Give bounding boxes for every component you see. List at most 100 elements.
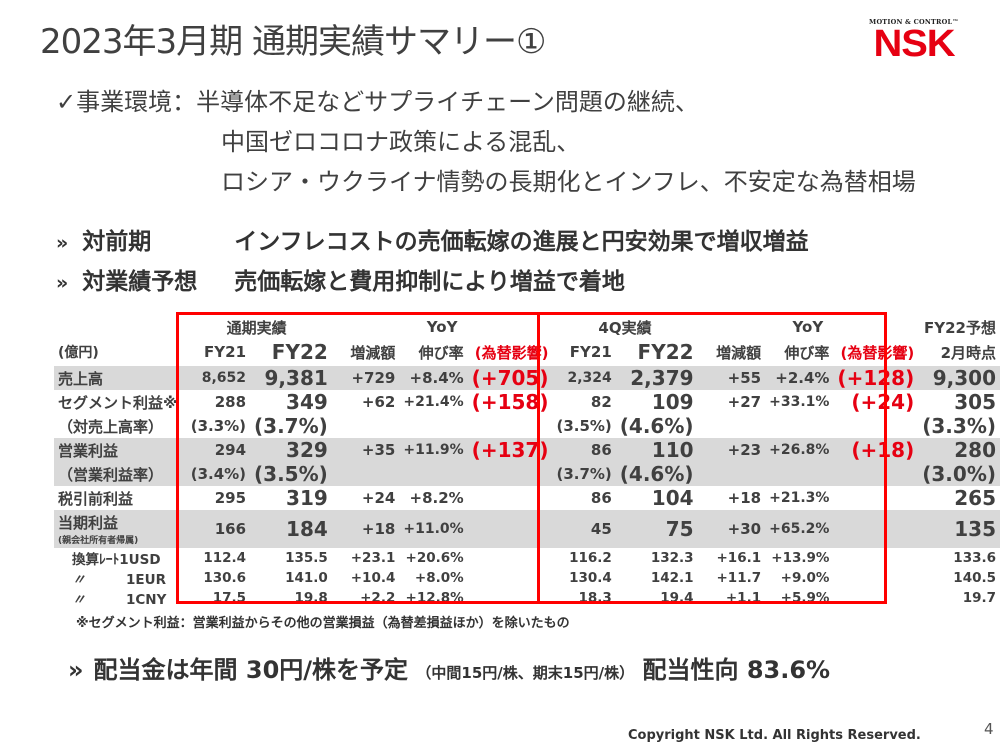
table-row: 税引前利益 295 319 +24 +8.2% 86 104 +18 +21.3… xyxy=(54,486,1000,510)
cell: (3.5%) xyxy=(556,417,612,435)
currency: 1EUR xyxy=(126,572,166,588)
cell: +9.0% xyxy=(780,570,830,586)
cell: (3.7%) xyxy=(254,414,328,438)
cell: +10.4 xyxy=(350,570,396,586)
cell: (3.3%) xyxy=(190,417,247,435)
cell: 130.6 xyxy=(203,570,247,586)
row-label: セグメント利益※ xyxy=(58,393,178,412)
cell: (3.0%) xyxy=(918,462,1000,486)
cell: 116.2 xyxy=(569,550,612,566)
unit-label: (億円) xyxy=(58,345,99,361)
cell: 142.1 xyxy=(650,570,694,586)
cell: (+158) xyxy=(471,390,549,414)
currency: 1CNY xyxy=(126,592,167,608)
page-title: 2023年3月期 通期実績サマリー① xyxy=(40,22,546,62)
cell: 288 xyxy=(214,393,247,411)
ditto-mark: 〃 xyxy=(72,592,86,608)
row-sublabel: (親会社所有者帰属) xyxy=(58,536,139,546)
hdr-q-fy21: FY21 xyxy=(569,343,612,361)
cell: 135 xyxy=(918,510,1000,548)
table-row: 〃 1EUR 130.6 141.0 +10.4 +8.0% 130.4 142.… xyxy=(54,568,1000,588)
hdr-q-growth: 伸び率 xyxy=(784,343,830,362)
hdr-forecast: FY22予想 xyxy=(924,318,996,337)
cell: 294 xyxy=(181,438,251,462)
table-row: （営業利益率） (3.4%) (3.5%) (3.7%) (4.6%) (3.0… xyxy=(54,462,1000,486)
cell: 135.5 xyxy=(285,550,328,566)
cell: +8.4% xyxy=(399,366,468,390)
cell: 130.4 xyxy=(569,570,612,586)
env-prefix: ✓事業環境： xyxy=(56,88,197,116)
cell: +21.3% xyxy=(769,490,830,506)
cell: +18 xyxy=(331,510,400,548)
cell: +8.2% xyxy=(409,489,464,507)
cell: +20.6% xyxy=(405,550,464,566)
business-environment: ✓事業環境：半導体不足などサプライチェーン問題の継続、 中国ゼロコロナ政策による… xyxy=(56,82,916,202)
cell: 110 xyxy=(615,438,698,462)
bullet-text: 売価転嫁と費用抑制により増益で着地 xyxy=(234,269,625,295)
cell: +13.9% xyxy=(771,550,830,566)
sub-header-row: (億円) FY21 FY22 増減額 伸び率 (為替影響) FY21 FY22 … xyxy=(54,338,1000,366)
cell: 86 xyxy=(590,489,612,507)
table-row: （対売上高率） (3.3%) (3.7%) (3.5%) (4.6%) (3.3… xyxy=(54,414,1000,438)
logo-brand: NSK xyxy=(873,23,955,65)
bullet-label: 対業績予想 xyxy=(82,269,198,295)
cell: 280 xyxy=(918,438,1000,462)
cell: +33.1% xyxy=(769,394,830,410)
hdr-change: 増減額 xyxy=(350,343,396,362)
cell: 9,300 xyxy=(918,366,1000,390)
cell: (3.4%) xyxy=(181,462,251,486)
dividend-detail: （中間15円/株、期末15円/株） xyxy=(416,664,635,682)
cell: +16.1 xyxy=(716,550,762,566)
cell: 2,379 xyxy=(615,366,698,390)
page-number: 4 xyxy=(984,720,994,738)
cell: (+128) xyxy=(833,366,919,390)
bullet-label: 対前期 xyxy=(82,229,152,255)
cell: +35 xyxy=(331,438,400,462)
table-row: 当期利益 (親会社所有者帰属) 166 184 +18 +11.0% 45 75 … xyxy=(54,510,1000,548)
row-label: （営業利益率） xyxy=(54,462,182,486)
hdr-q-fy22: FY22 xyxy=(637,340,694,364)
hdr-q-fx: (為替影響) xyxy=(840,343,915,362)
bullet-yoy: » 対前期 インフレコストの売価転嫁の進展と円安効果で増収増益 xyxy=(56,222,809,256)
cell: +11.0% xyxy=(399,510,468,548)
cell: 140.5 xyxy=(953,570,996,586)
cell: 265 xyxy=(954,486,996,510)
cell: 112.4 xyxy=(203,550,247,566)
cell: +27 xyxy=(727,393,762,411)
hdr-fy21: FY21 xyxy=(204,343,247,361)
row-label: 営業利益 xyxy=(54,438,182,462)
cell: (3.7%) xyxy=(552,462,616,486)
row-label-main: 当期利益 xyxy=(58,514,119,532)
q4-highlight-box xyxy=(537,312,887,604)
cell: 305 xyxy=(954,390,996,414)
group-header-row: 通期実績 YoY 4Q実績 YoY FY22予想 xyxy=(54,316,1000,338)
bullet-vs-forecast: » 対業績予想 売価転嫁と費用抑制により増益で着地 xyxy=(56,262,625,296)
cell: 132.3 xyxy=(650,550,694,566)
cell: +26.8% xyxy=(765,438,834,462)
hdr-4q: 4Q実績 xyxy=(598,318,652,337)
cell: (+18) xyxy=(833,438,919,462)
hdr-growth: 伸び率 xyxy=(418,343,464,362)
cell: +30 xyxy=(697,510,766,548)
table-row: 換算ﾚｰﾄ1USD 112.4 135.5 +23.1 +20.6% 116.2… xyxy=(54,548,1000,568)
cell: +18 xyxy=(727,489,762,507)
cell: 184 xyxy=(250,510,332,548)
cell: (4.6%) xyxy=(619,414,694,438)
cell: 45 xyxy=(552,510,616,548)
row-label: （対売上高率） xyxy=(58,417,164,436)
cell: 141.0 xyxy=(285,570,328,586)
row-label: 〃 1EUR xyxy=(54,568,182,588)
cell: (3.5%) xyxy=(250,462,332,486)
cell: +55 xyxy=(697,366,766,390)
bullet-text: インフレコストの売価転嫁の進展と円安効果で増収増益 xyxy=(234,229,809,255)
cell: 82 xyxy=(590,393,612,411)
dividend-main: 配当金は年間 30円/株を予定 xyxy=(93,656,409,684)
cell: +11.9% xyxy=(399,438,468,462)
cell: +23 xyxy=(697,438,766,462)
row-label: 売上高 xyxy=(54,366,182,390)
cell: 349 xyxy=(286,390,328,414)
cell: (3.3%) xyxy=(922,414,996,438)
cell: +65.2% xyxy=(765,510,834,548)
copyright: Copyright NSK Ltd. All Rights Reserved. xyxy=(628,728,921,743)
row-label: 税引前利益 xyxy=(58,489,134,508)
